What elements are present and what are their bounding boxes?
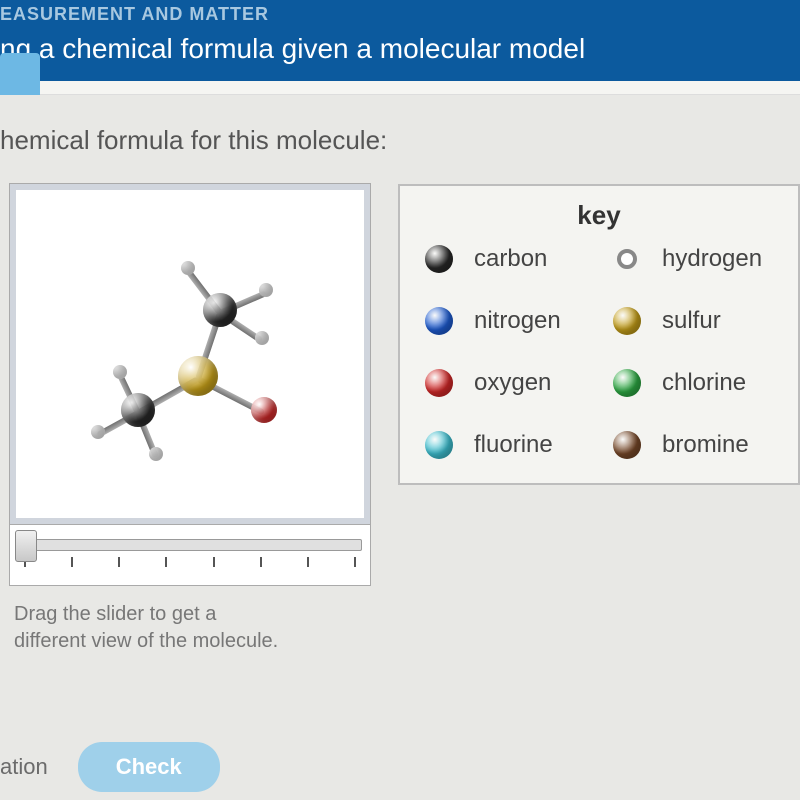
swatch-hydrogen bbox=[617, 249, 637, 269]
swatch-nitrogen bbox=[425, 307, 453, 335]
slider-ticks bbox=[18, 551, 362, 567]
legend-label-carbon: carbon bbox=[474, 245, 592, 273]
atom-hydrogen bbox=[91, 425, 105, 439]
legend-title: key bbox=[418, 200, 780, 245]
molecule-panel: Drag the slider to get adifferent view o… bbox=[10, 184, 370, 655]
atom-hydrogen bbox=[255, 331, 269, 345]
swatch-bromine bbox=[613, 431, 641, 459]
legend-label-bromine: bromine bbox=[662, 431, 780, 459]
check-button[interactable]: Check bbox=[78, 742, 220, 792]
atom-hydrogen bbox=[259, 283, 273, 297]
atom-carbon bbox=[203, 293, 237, 327]
footer-text: ation bbox=[0, 754, 48, 780]
tab-bar bbox=[0, 81, 800, 95]
atom-hydrogen bbox=[113, 365, 127, 379]
atom-carbon bbox=[121, 393, 155, 427]
swatch-chlorine bbox=[613, 369, 641, 397]
swatch-sulfur bbox=[613, 307, 641, 335]
molecule-viewer[interactable] bbox=[10, 184, 370, 524]
slider-help-text: Drag the slider to get adifferent view o… bbox=[10, 585, 370, 655]
header-title: ng a chemical formula given a molecular … bbox=[0, 33, 800, 81]
question-prompt: hemical formula for this molecule: bbox=[0, 125, 800, 184]
atom-hydrogen bbox=[181, 261, 195, 275]
tab-active[interactable] bbox=[0, 53, 40, 95]
swatch-oxygen bbox=[425, 369, 453, 397]
swatch-carbon bbox=[425, 245, 453, 273]
atom-sulfur bbox=[178, 356, 218, 396]
view-slider[interactable] bbox=[18, 539, 362, 551]
slider-thumb[interactable] bbox=[15, 530, 37, 562]
legend-label-fluorine: fluorine bbox=[474, 431, 592, 459]
atom-oxygen bbox=[251, 397, 277, 423]
atom-hydrogen bbox=[149, 447, 163, 461]
legend-label-chlorine: chlorine bbox=[662, 369, 780, 397]
legend-label-hydrogen: hydrogen bbox=[662, 245, 780, 273]
swatch-fluorine bbox=[425, 431, 453, 459]
legend-label-nitrogen: nitrogen bbox=[474, 307, 592, 335]
legend-label-sulfur: sulfur bbox=[662, 307, 780, 335]
legend-label-oxygen: oxygen bbox=[474, 369, 592, 397]
header-category: EASUREMENT AND MATTER bbox=[0, 0, 800, 33]
legend-panel: key carbon hydrogen nitrogen sulfur oxygen ch… bbox=[398, 184, 800, 485]
